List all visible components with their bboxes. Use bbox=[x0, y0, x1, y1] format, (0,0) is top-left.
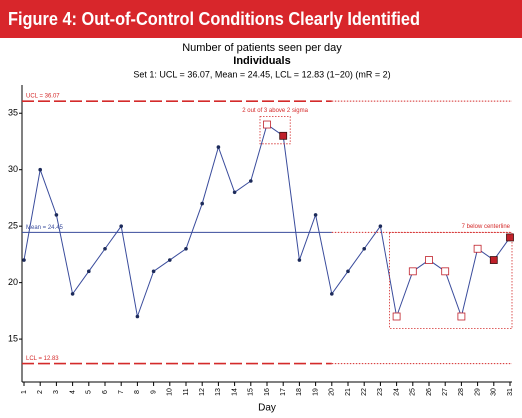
signal-point bbox=[489, 256, 498, 264]
point bbox=[232, 190, 237, 195]
point bbox=[249, 179, 253, 183]
x-tick-label: 7 bbox=[118, 390, 125, 394]
x-tick-label: 16 bbox=[264, 388, 271, 396]
annotation-box bbox=[389, 231, 513, 329]
point bbox=[54, 213, 59, 217]
point bbox=[87, 269, 91, 274]
annotation-box bbox=[259, 116, 291, 145]
x-tick-label: 5 bbox=[86, 390, 93, 394]
x-tick-label: 15 bbox=[248, 388, 255, 396]
x-tick-label: 22 bbox=[361, 388, 368, 396]
x-tick-label: 1 bbox=[21, 390, 28, 394]
x-tick-label: 19 bbox=[312, 388, 319, 396]
point bbox=[38, 167, 42, 172]
x-tick-label: 2 bbox=[37, 390, 44, 394]
x-tick-label: 28 bbox=[458, 388, 465, 396]
point bbox=[151, 269, 156, 274]
y-tick-label: 15 bbox=[8, 333, 18, 343]
point bbox=[119, 224, 123, 228]
point bbox=[216, 145, 221, 149]
point bbox=[330, 292, 334, 296]
limit-label: LCL = 12.83 bbox=[26, 356, 59, 362]
y-tick-label: 20 bbox=[8, 277, 18, 287]
point bbox=[103, 246, 107, 251]
signal-point bbox=[279, 131, 288, 140]
subtitle: Number of patients seen per day bbox=[182, 42, 342, 54]
y-tick-label: 35 bbox=[8, 108, 18, 118]
chart-title: Individuals bbox=[233, 55, 290, 67]
x-tick-label: 27 bbox=[442, 388, 449, 396]
x-tick-label: 31 bbox=[507, 388, 514, 396]
y-tick-label: 25 bbox=[8, 221, 18, 231]
x-tick-label: 24 bbox=[393, 388, 400, 396]
point bbox=[297, 258, 302, 262]
x-tick-label: 6 bbox=[102, 390, 109, 394]
signal-point bbox=[457, 312, 466, 321]
signal-point bbox=[408, 267, 417, 276]
point bbox=[168, 258, 172, 262]
signal-point bbox=[506, 233, 514, 242]
x-axis-label: Day bbox=[258, 403, 276, 414]
annotation: 7 below centerline bbox=[462, 224, 511, 230]
point bbox=[378, 224, 383, 228]
x-tick-label: 9 bbox=[150, 390, 157, 394]
point bbox=[200, 201, 204, 206]
x-tick-label: 4 bbox=[69, 390, 76, 394]
x-tick-label: 17 bbox=[280, 388, 287, 396]
point bbox=[346, 269, 350, 274]
x-tick-label: 3 bbox=[53, 390, 60, 394]
x-tick-label: 30 bbox=[491, 388, 498, 396]
limit-label: Mean = 24.45 bbox=[26, 225, 64, 231]
x-tick-label: 10 bbox=[167, 388, 174, 396]
header-bar bbox=[0, 0, 522, 38]
x-tick-label: 12 bbox=[199, 388, 206, 396]
point bbox=[135, 314, 140, 319]
signal-point bbox=[263, 120, 271, 129]
data-line bbox=[23, 123, 511, 319]
point bbox=[313, 213, 318, 217]
point bbox=[22, 258, 26, 262]
x-tick-label: 18 bbox=[296, 388, 303, 396]
x-tick-label: 23 bbox=[377, 388, 384, 396]
limit-label: UCL = 36.07 bbox=[26, 94, 60, 100]
point bbox=[184, 246, 188, 251]
x-tick-label: 25 bbox=[410, 388, 417, 396]
point bbox=[70, 292, 75, 296]
y-tick-label: 30 bbox=[8, 164, 18, 174]
figure-title: Figure 4: Out-of-Control Conditions Clea… bbox=[8, 9, 420, 29]
x-tick-label: 8 bbox=[134, 390, 141, 394]
x-tick-label: 29 bbox=[474, 388, 481, 396]
x-tick-label: 26 bbox=[426, 388, 433, 396]
signal-point bbox=[473, 244, 482, 253]
signal-point bbox=[392, 312, 401, 321]
x-tick-label: 11 bbox=[183, 388, 190, 395]
x-tick-label: 14 bbox=[231, 388, 238, 396]
annotation: 2 out of 3 above 2 sigma bbox=[242, 108, 308, 114]
point bbox=[362, 246, 367, 251]
signal-point bbox=[441, 267, 450, 276]
set-info: Set 1: UCL = 36.07, Mean = 24.45, LCL = … bbox=[133, 69, 390, 79]
x-tick-label: 21 bbox=[345, 388, 352, 396]
x-tick-label: 13 bbox=[215, 388, 222, 396]
x-tick-label: 20 bbox=[329, 388, 336, 396]
signal-point bbox=[425, 256, 433, 264]
